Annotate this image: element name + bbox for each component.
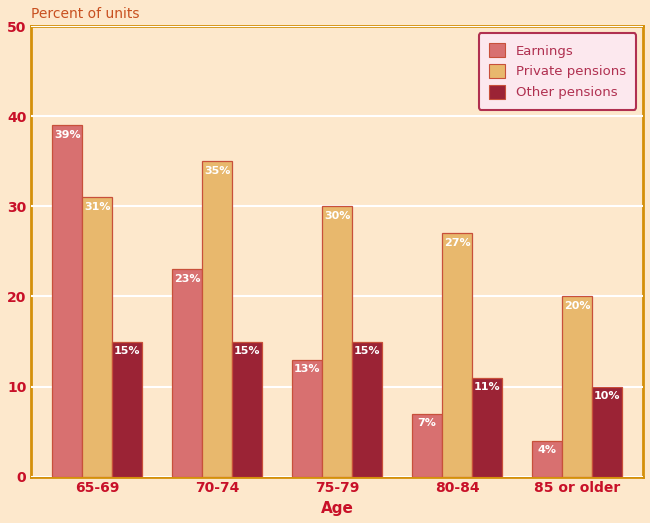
Text: 15%: 15%	[354, 346, 380, 356]
Text: 10%: 10%	[594, 391, 620, 401]
Bar	[322, 207, 352, 476]
Text: 35%: 35%	[204, 166, 230, 176]
Legend: Earnings, Private pensions, Other pensions: Earnings, Private pensions, Other pensio…	[479, 33, 636, 110]
Bar	[472, 378, 502, 476]
Bar	[202, 162, 232, 476]
Bar	[412, 414, 442, 476]
Bar	[292, 359, 322, 476]
Text: 15%: 15%	[234, 346, 261, 356]
Text: 31%: 31%	[84, 202, 111, 212]
Bar	[592, 386, 622, 476]
Bar	[562, 297, 592, 476]
Bar	[352, 342, 382, 476]
Bar	[172, 269, 202, 476]
Text: 13%: 13%	[294, 364, 320, 374]
Text: 4%: 4%	[538, 445, 556, 455]
Text: Percent of units: Percent of units	[31, 7, 140, 21]
Text: 23%: 23%	[174, 274, 200, 284]
Bar	[82, 197, 112, 476]
Bar	[52, 126, 82, 476]
Text: 15%: 15%	[114, 346, 140, 356]
Text: 30%: 30%	[324, 211, 350, 221]
Text: 7%: 7%	[418, 418, 437, 428]
Text: 20%: 20%	[564, 301, 590, 311]
Text: 39%: 39%	[54, 130, 81, 140]
X-axis label: Age: Age	[320, 501, 354, 516]
Text: 11%: 11%	[474, 382, 500, 392]
Bar	[532, 440, 562, 476]
Text: 27%: 27%	[444, 238, 471, 248]
Bar	[112, 342, 142, 476]
Bar	[442, 233, 472, 476]
Bar	[232, 342, 262, 476]
